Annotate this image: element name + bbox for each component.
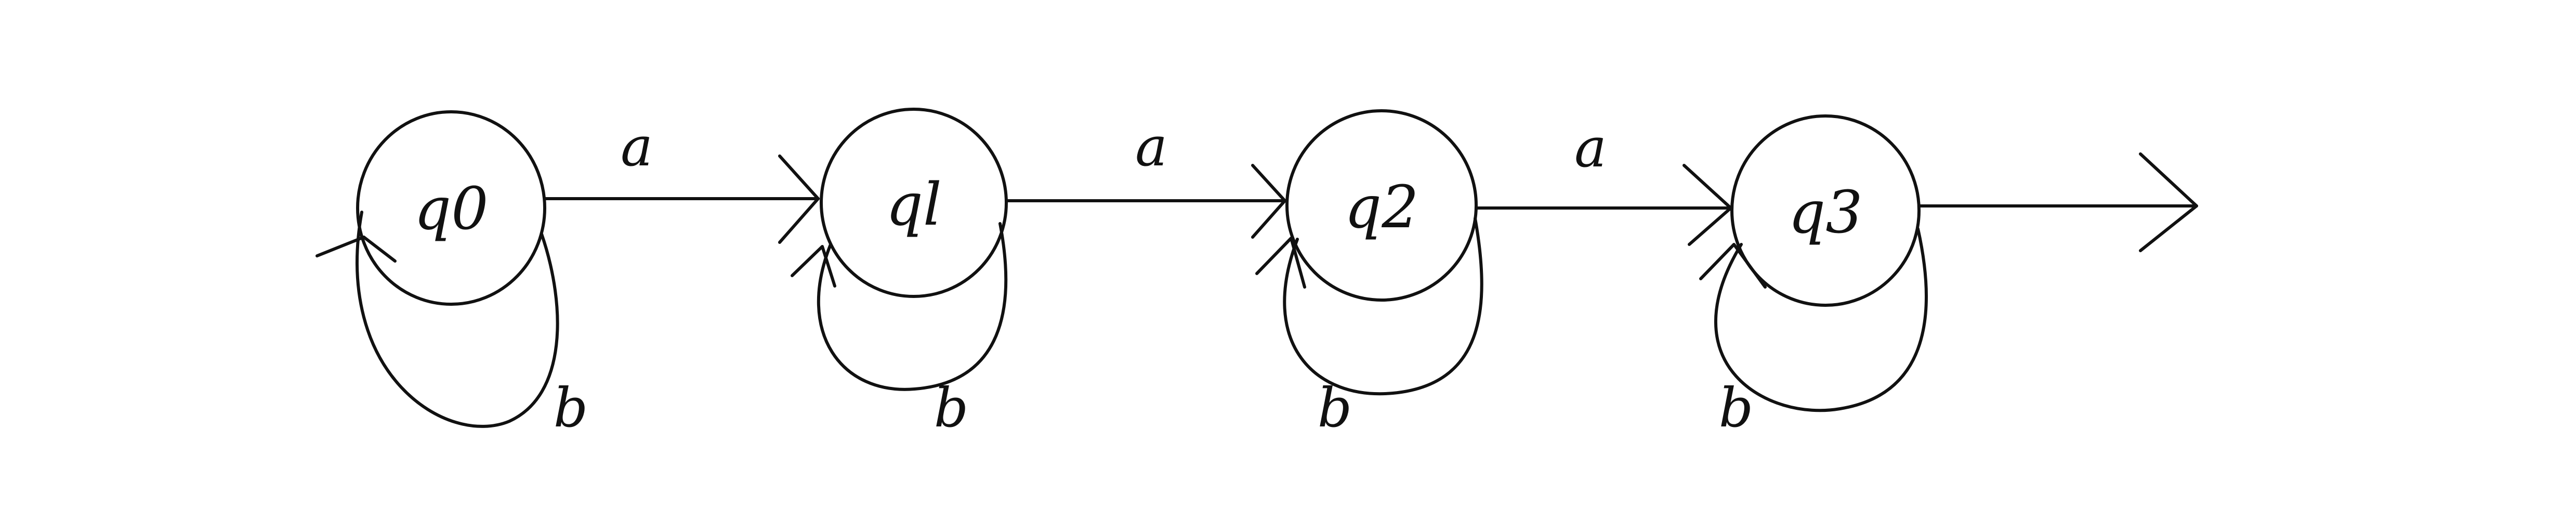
self-loop-q3-label: b xyxy=(1719,376,1754,439)
state-q2: q2 xyxy=(1285,109,1478,302)
self-loop-q2-curve xyxy=(1283,217,1483,396)
self-loop-q2-label: b xyxy=(1318,376,1352,439)
self-loop-q2-arrowhead xyxy=(1255,237,1306,289)
transition-q2-q3-arrowhead xyxy=(1683,164,1732,246)
state-q0: q0 xyxy=(356,110,546,306)
state-q2-circle xyxy=(1285,109,1478,302)
state-q3-label: q3 xyxy=(1789,179,1863,246)
outgoing-arrow xyxy=(1917,152,2198,252)
state-q0-label: q0 xyxy=(414,175,489,243)
transition-q0-q1: a xyxy=(543,115,820,244)
self-loop-q1-curve xyxy=(817,222,1008,391)
start-arrow-stem xyxy=(316,236,365,257)
self-loop-q3-curve xyxy=(1714,227,1928,412)
self-loop-q1: b xyxy=(791,222,1008,439)
self-loop-q0-curve xyxy=(356,211,559,428)
transition-q2-q3: a xyxy=(1475,116,1732,246)
state-q3-circle xyxy=(1730,114,1921,307)
transition-q1-q2-arrowhead xyxy=(1251,164,1286,239)
state-q0-circle xyxy=(356,110,546,306)
self-loop-q0: b xyxy=(356,211,588,439)
state-q1-circle xyxy=(820,108,1008,298)
transition-q0-q1-label: a xyxy=(621,115,653,178)
outgoing-arrow-head xyxy=(2139,152,2198,252)
self-loop-q0-label: b xyxy=(554,376,588,439)
transition-q1-q2-label: a xyxy=(1135,115,1167,178)
transition-q0-q1-arrowhead xyxy=(778,154,820,244)
start-arrow-head xyxy=(362,236,397,263)
state-q1: ql xyxy=(820,108,1008,298)
self-loop-q1-label: b xyxy=(934,376,969,439)
self-loop-q3-arrowhead xyxy=(1699,243,1767,289)
state-q3: q3 xyxy=(1730,114,1921,307)
start-arrow xyxy=(316,236,397,263)
transition-q2-q3-label: a xyxy=(1574,116,1607,179)
state-q1-label: ql xyxy=(886,171,942,239)
self-loop-q1-arrowhead xyxy=(791,245,836,288)
self-loop-q2: b xyxy=(1255,217,1483,439)
state-q2-label: q2 xyxy=(1345,174,1419,241)
transition-q1-q2: a xyxy=(1005,115,1286,239)
self-loop-q3: b xyxy=(1699,227,1928,439)
